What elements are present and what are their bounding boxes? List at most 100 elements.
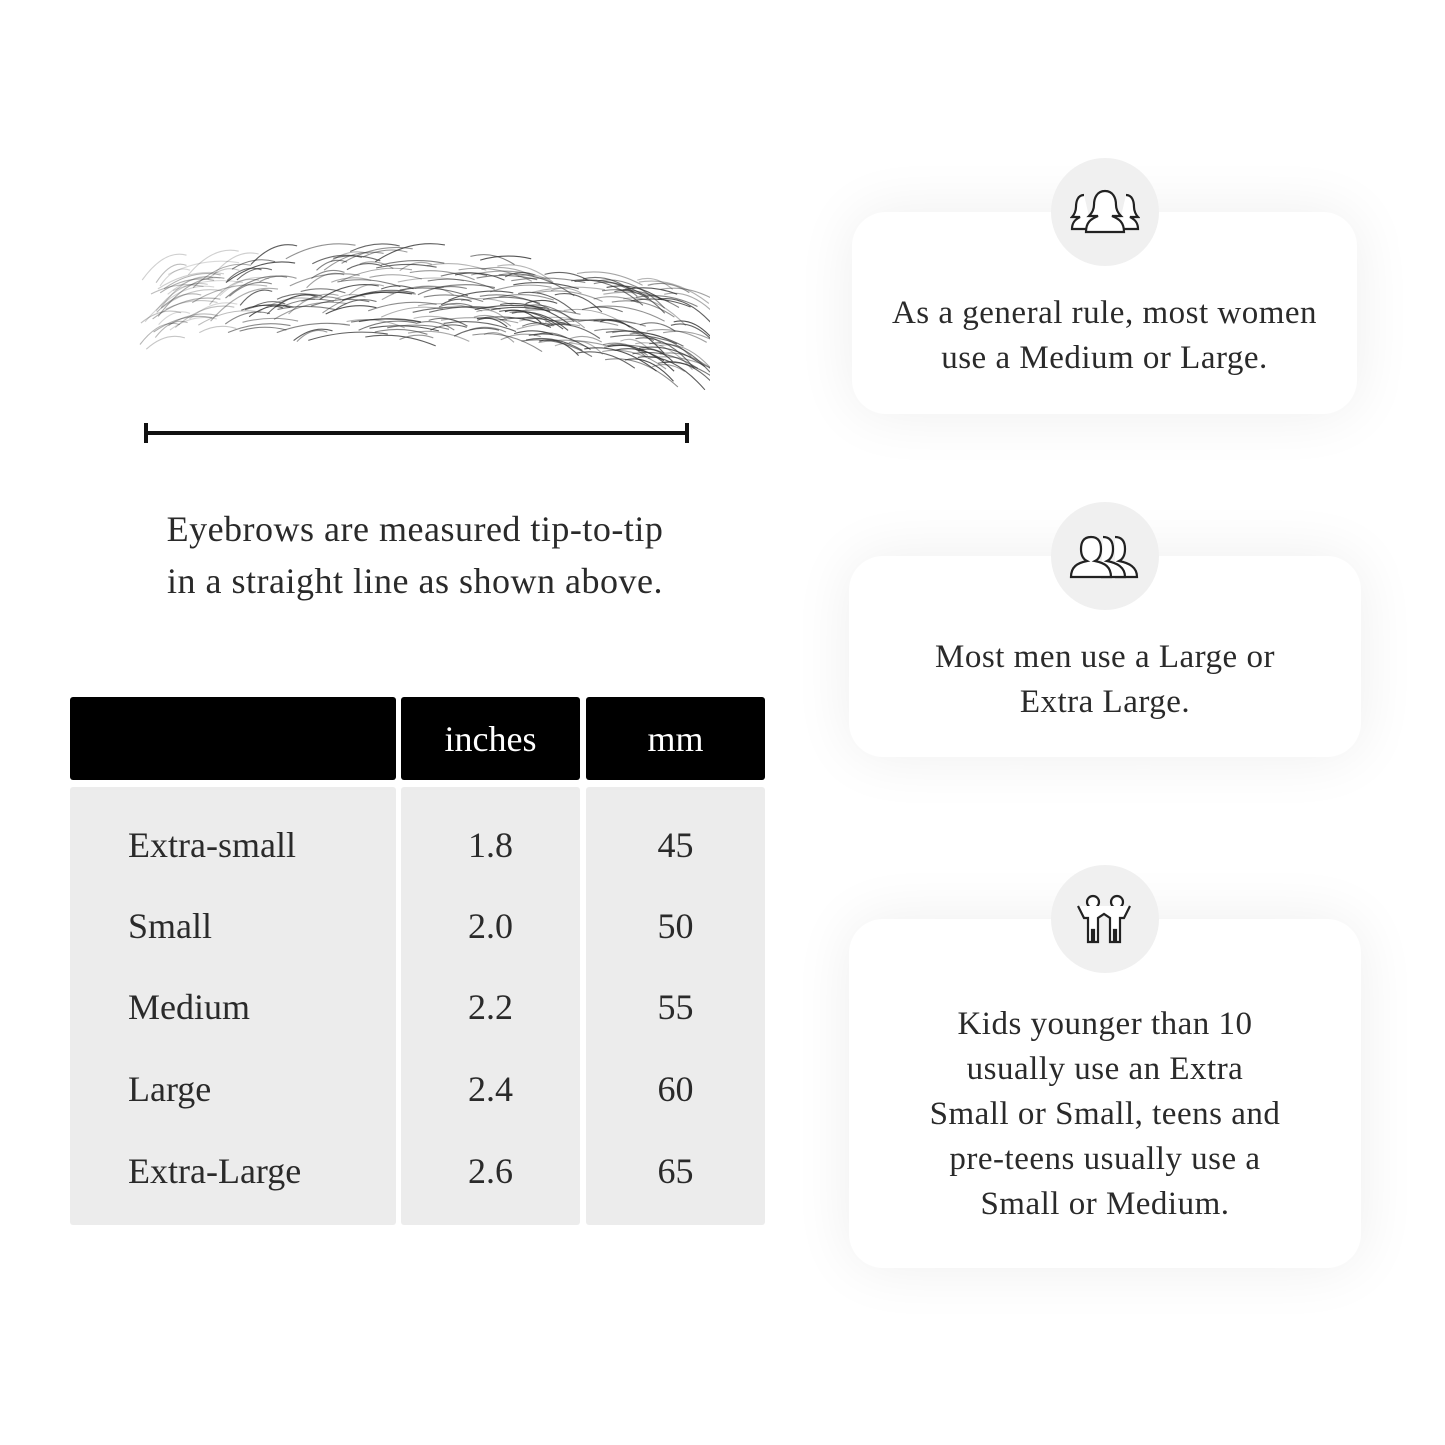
inches-value: 2.2 <box>468 987 513 1027</box>
brow-hair <box>417 286 467 296</box>
brow-hair <box>239 289 273 306</box>
brow-hair <box>605 358 679 388</box>
measurement-caption: Eyebrows are measured tip-to-tip in a st… <box>90 503 740 607</box>
brow-hair <box>435 284 496 289</box>
size-label: Extra-small <box>128 825 296 865</box>
brow-hair <box>481 266 535 277</box>
brow-hair <box>381 285 414 290</box>
brow-hair <box>593 281 638 297</box>
brow-hair <box>673 320 710 337</box>
brow-hair <box>545 323 601 339</box>
brow-hair <box>397 277 464 283</box>
brow-hair <box>426 262 487 271</box>
kids-icon <box>1051 865 1159 973</box>
brow-hair <box>231 259 276 270</box>
brow-hair <box>443 321 517 333</box>
brow-hair <box>593 296 639 304</box>
brow-hair <box>480 255 532 261</box>
brow-hair <box>460 298 515 307</box>
brow-hair <box>337 279 401 288</box>
brow-hair <box>331 277 372 283</box>
brow-hair <box>174 305 235 328</box>
brow-hair <box>198 310 262 326</box>
card-text: usually use an Extra <box>966 1051 1244 1087</box>
brow-hair <box>266 294 316 315</box>
brow-hair <box>346 319 405 329</box>
mm-column <box>586 787 765 1225</box>
brow-hair <box>155 282 208 312</box>
brow-hair <box>428 317 468 327</box>
brow-hair <box>498 273 575 297</box>
brow-hair <box>319 284 379 300</box>
brow-hair <box>334 299 377 311</box>
brow-hair <box>224 311 271 325</box>
brow-hair <box>308 331 388 341</box>
brow-hair <box>499 309 564 330</box>
brow-hair <box>664 292 710 311</box>
brow-hair <box>630 298 691 308</box>
brow-hair <box>250 244 298 265</box>
brow-hair <box>160 276 214 308</box>
brow-hair <box>140 310 182 324</box>
brow-hair <box>239 326 287 332</box>
brow-hair <box>525 299 558 305</box>
brow-hair <box>519 316 580 322</box>
brow-hair <box>199 325 237 334</box>
eyebrow-illustration <box>139 243 710 391</box>
caption-line: in a straight line as shown above. <box>167 561 663 601</box>
brow-hair <box>659 344 710 369</box>
brow-hair <box>167 276 221 295</box>
brow-hair <box>477 317 508 328</box>
brow-hair <box>407 330 470 342</box>
card-text: Small or Medium. <box>980 1186 1230 1222</box>
brow-hair <box>365 334 436 347</box>
brow-hair <box>662 330 710 340</box>
brow-hair <box>368 301 437 312</box>
brow-hair <box>334 294 366 300</box>
brow-hair <box>157 277 225 317</box>
brow-hair <box>428 306 501 313</box>
brow-hair <box>165 300 218 310</box>
brow-hair <box>479 294 550 310</box>
brow-hair <box>569 335 602 343</box>
brow-hair <box>525 337 583 351</box>
brow-hair <box>248 305 291 318</box>
brow-hair <box>341 291 413 301</box>
brow-hair <box>409 270 475 281</box>
brow-hair <box>504 309 542 324</box>
brow-hair <box>242 317 299 323</box>
brow-hair <box>581 306 623 313</box>
brow-hair <box>539 339 579 356</box>
mm-value: 60 <box>657 1069 694 1109</box>
brow-hair <box>144 285 215 323</box>
brow-hair <box>638 280 710 304</box>
brow-hair <box>380 306 444 318</box>
brow-hair <box>550 287 582 294</box>
inches-value: 2.4 <box>468 1069 513 1109</box>
brow-hair <box>277 305 336 311</box>
brow-hair <box>454 272 505 281</box>
mm-value: 55 <box>657 987 694 1027</box>
brow-hair <box>624 358 674 382</box>
card-text: Small or Small, teens and <box>929 1096 1281 1132</box>
brow-hair <box>210 287 279 322</box>
brow-hair <box>620 338 650 350</box>
brow-hair <box>362 249 408 258</box>
brow-hair <box>381 260 445 266</box>
brow-hair <box>604 344 666 354</box>
brow-hair <box>399 261 432 272</box>
mm-value: 50 <box>657 906 694 946</box>
brow-hair <box>472 333 543 353</box>
brow-hair <box>497 264 554 283</box>
brow-hair <box>207 268 240 280</box>
brow-hair <box>513 330 553 335</box>
card-text: Extra Large. <box>1019 684 1191 720</box>
brow-hair <box>296 329 328 342</box>
brow-hair <box>438 302 473 308</box>
brow-hair <box>430 324 467 331</box>
caption-line: Eyebrows are measured tip-to-tip <box>166 509 664 549</box>
inches-value: 1.8 <box>468 825 513 865</box>
brow-hair <box>498 294 554 301</box>
brow-hair <box>229 281 272 297</box>
brow-hair <box>187 249 239 276</box>
